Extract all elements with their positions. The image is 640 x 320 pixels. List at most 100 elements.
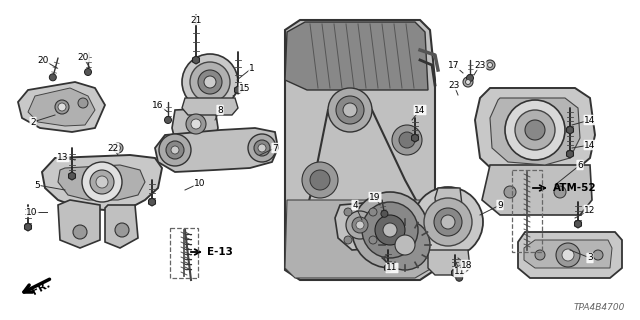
Circle shape (190, 62, 230, 102)
Polygon shape (566, 126, 573, 134)
Circle shape (515, 110, 555, 150)
Text: 12: 12 (584, 205, 596, 214)
Text: 23: 23 (474, 60, 486, 69)
Text: 22: 22 (108, 143, 118, 153)
PathPatch shape (58, 200, 100, 248)
Circle shape (164, 116, 172, 124)
Circle shape (356, 221, 364, 229)
Bar (170, 228, 198, 278)
Circle shape (198, 70, 222, 94)
Circle shape (456, 274, 463, 281)
Circle shape (554, 186, 566, 198)
PathPatch shape (18, 82, 105, 132)
Text: 10: 10 (195, 179, 205, 188)
Circle shape (328, 88, 372, 132)
Circle shape (463, 77, 473, 87)
Circle shape (182, 54, 238, 110)
Circle shape (115, 223, 129, 237)
Circle shape (191, 119, 201, 129)
Polygon shape (148, 198, 156, 206)
Text: 20: 20 (37, 55, 49, 65)
Text: ATM-52: ATM-52 (553, 183, 596, 193)
Circle shape (525, 120, 545, 140)
Circle shape (383, 223, 397, 237)
Circle shape (49, 74, 56, 81)
Circle shape (90, 170, 114, 194)
Text: 18: 18 (461, 260, 473, 269)
Circle shape (369, 208, 377, 216)
Text: 13: 13 (57, 153, 68, 162)
PathPatch shape (105, 205, 138, 248)
Text: 11: 11 (387, 263, 397, 273)
Circle shape (352, 217, 368, 233)
Circle shape (96, 176, 108, 188)
PathPatch shape (42, 155, 162, 210)
Text: 20: 20 (77, 52, 89, 61)
Circle shape (82, 162, 122, 202)
Circle shape (381, 210, 388, 217)
Polygon shape (412, 134, 419, 142)
PathPatch shape (435, 188, 462, 210)
Circle shape (375, 215, 405, 245)
Text: 2: 2 (30, 117, 36, 126)
Circle shape (556, 243, 580, 267)
Text: 14: 14 (584, 116, 596, 124)
Circle shape (336, 96, 364, 124)
Circle shape (302, 162, 338, 198)
PathPatch shape (285, 22, 428, 90)
Polygon shape (566, 150, 573, 158)
Polygon shape (452, 269, 458, 277)
Circle shape (562, 249, 574, 261)
Circle shape (424, 198, 472, 246)
Text: 11: 11 (454, 268, 466, 276)
Circle shape (535, 250, 545, 260)
Circle shape (248, 134, 276, 162)
PathPatch shape (428, 250, 470, 275)
Circle shape (159, 134, 191, 166)
PathPatch shape (475, 88, 595, 178)
Circle shape (504, 186, 516, 198)
Circle shape (344, 208, 352, 216)
Polygon shape (193, 56, 200, 64)
Circle shape (73, 225, 87, 239)
Text: 5: 5 (34, 180, 40, 189)
Text: 3: 3 (587, 253, 593, 262)
Circle shape (55, 100, 69, 114)
Text: 14: 14 (584, 140, 596, 149)
Text: 4: 4 (352, 201, 358, 210)
Circle shape (344, 236, 352, 244)
PathPatch shape (482, 165, 592, 215)
Circle shape (254, 140, 270, 156)
PathPatch shape (182, 98, 238, 115)
Text: 14: 14 (414, 106, 426, 115)
Text: 10: 10 (26, 207, 38, 217)
Circle shape (84, 68, 92, 76)
Text: 9: 9 (497, 201, 503, 210)
Circle shape (113, 143, 123, 153)
Circle shape (171, 146, 179, 154)
Circle shape (467, 75, 474, 82)
Text: FR.: FR. (30, 279, 52, 297)
Circle shape (505, 100, 565, 160)
Circle shape (369, 236, 377, 244)
Circle shape (346, 211, 374, 239)
Bar (512, 170, 542, 252)
Text: E-13: E-13 (207, 247, 233, 257)
Circle shape (488, 62, 493, 68)
Circle shape (485, 60, 495, 70)
Circle shape (78, 98, 88, 108)
Text: 7: 7 (272, 143, 278, 153)
Circle shape (395, 235, 415, 255)
Text: 1: 1 (249, 63, 255, 73)
Polygon shape (385, 264, 392, 272)
Text: TPA4B4700: TPA4B4700 (573, 303, 625, 312)
Circle shape (258, 144, 266, 152)
Circle shape (186, 114, 206, 134)
Text: 6: 6 (577, 161, 583, 170)
Circle shape (204, 76, 216, 88)
Polygon shape (24, 223, 31, 231)
Text: 15: 15 (239, 84, 251, 92)
Circle shape (343, 103, 357, 117)
Circle shape (352, 192, 428, 268)
PathPatch shape (285, 200, 432, 278)
